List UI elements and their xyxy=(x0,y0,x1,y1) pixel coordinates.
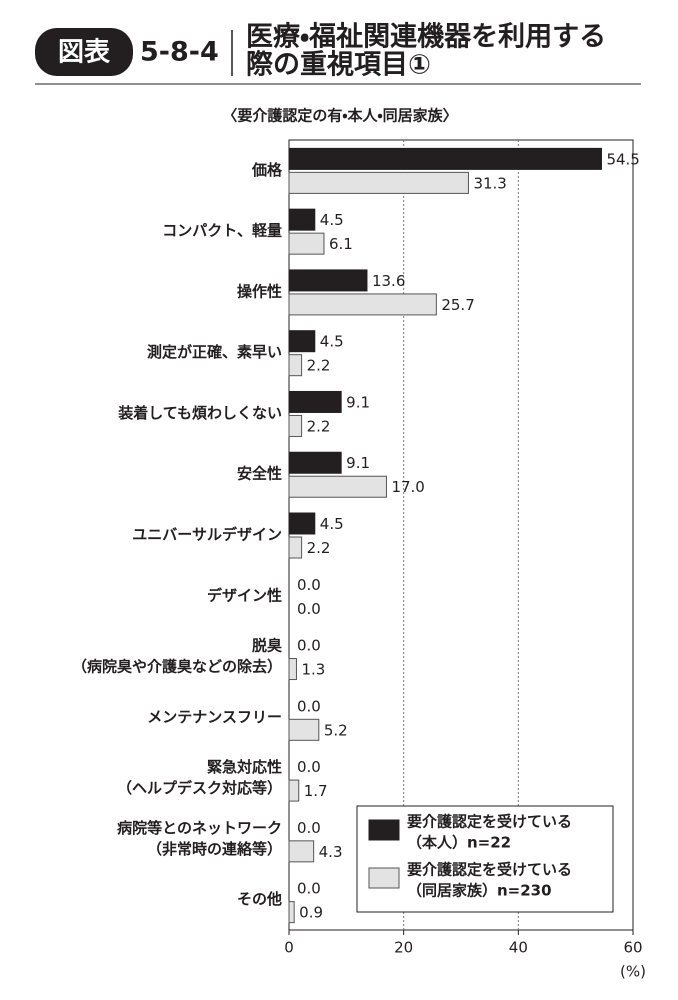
bar xyxy=(288,658,297,681)
value-label: 13.6 xyxy=(372,272,405,290)
x-tick-label: 20 xyxy=(394,939,413,957)
figure-label: 図表 xyxy=(58,38,111,68)
value-label: 2.2 xyxy=(307,417,331,435)
bar xyxy=(288,269,368,292)
category-label: （病院臭や介護臭などの除去） xyxy=(72,658,282,676)
bar xyxy=(288,390,342,413)
bar xyxy=(288,330,316,353)
value-label: 17.0 xyxy=(391,478,424,496)
bar xyxy=(288,779,300,802)
category-label: 病院等とのネットワーク xyxy=(117,819,282,837)
bar xyxy=(288,840,315,863)
bar xyxy=(288,293,437,316)
value-label: 0.0 xyxy=(297,880,321,898)
bar xyxy=(288,718,320,741)
category-label: 脱臭 xyxy=(252,637,283,655)
category-label: メンテナンスフリー xyxy=(147,708,282,726)
bar xyxy=(288,536,303,559)
bar xyxy=(288,901,295,924)
bar xyxy=(288,512,316,535)
legend-label: 要介護認定を受けている xyxy=(407,861,572,879)
value-label: 4.5 xyxy=(320,515,344,533)
category-label: （ヘルプデスク対応等） xyxy=(117,779,282,797)
plot-frame xyxy=(288,139,634,931)
value-label: 2.2 xyxy=(307,357,331,375)
category-label: 価格 xyxy=(251,161,283,179)
value-label: 2.2 xyxy=(307,539,331,557)
value-label: 6.1 xyxy=(329,235,353,253)
value-label: 0.0 xyxy=(297,600,321,618)
value-label: 0.0 xyxy=(297,637,321,655)
figure-number: 5-8-4 xyxy=(140,37,219,68)
category-label: ユニバーサルデザイン xyxy=(132,526,282,544)
value-label: 1.3 xyxy=(301,661,325,679)
bar xyxy=(288,354,303,377)
value-label: 25.7 xyxy=(441,296,474,314)
bar xyxy=(288,451,342,474)
category-label: 操作性 xyxy=(237,282,282,300)
value-label: 4.5 xyxy=(320,333,344,351)
category-label: 安全性 xyxy=(237,465,282,483)
category-label: 測定が正確、素早い xyxy=(147,343,282,361)
value-label: 0.9 xyxy=(299,904,323,922)
value-label: 5.2 xyxy=(324,721,348,739)
value-label: 54.5 xyxy=(606,150,639,168)
value-label: 0.0 xyxy=(297,576,321,594)
value-label: 9.1 xyxy=(346,393,370,411)
value-label: 4.5 xyxy=(320,211,344,229)
bar xyxy=(288,147,602,170)
category-label: 装着しても煩わしくない xyxy=(117,404,282,422)
x-tick-label: 40 xyxy=(509,939,528,957)
x-tick-label: 60 xyxy=(623,939,642,957)
value-label: 31.3 xyxy=(473,174,506,192)
legend-label: （本人）n=22 xyxy=(407,834,511,852)
legend-label: （同居家族）n=230 xyxy=(407,882,552,900)
badge xyxy=(35,28,133,76)
category-label: コンパクト、軽量 xyxy=(162,222,282,240)
legend-label: 要介護認定を受けている xyxy=(407,813,572,831)
value-label: 0.0 xyxy=(297,758,321,776)
subtitle: 〈要介護認定の有・本人・同居家族〉 xyxy=(222,107,457,125)
legend-box xyxy=(356,805,614,913)
value-label: 4.3 xyxy=(319,843,343,861)
bar xyxy=(288,232,325,255)
x-unit: (%) xyxy=(620,963,646,981)
category-label: （非常時の連絡等） xyxy=(147,840,282,858)
bar xyxy=(288,171,469,194)
value-label: 1.7 xyxy=(304,782,328,800)
bar xyxy=(288,208,316,231)
x-tick-label: 0 xyxy=(284,939,294,957)
legend-swatch xyxy=(368,867,400,889)
value-label: 9.1 xyxy=(346,454,370,472)
category-label: 緊急対応性 xyxy=(207,758,282,776)
category-label: その他 xyxy=(237,890,282,908)
value-label: 0.0 xyxy=(297,819,321,837)
chart-title: 際の重視項目① xyxy=(246,50,431,81)
value-label: 0.0 xyxy=(297,697,321,715)
bar xyxy=(288,414,303,437)
bar xyxy=(288,475,387,498)
category-label: デザイン性 xyxy=(207,586,282,604)
legend-swatch xyxy=(368,819,400,841)
chart-title: 医療・福祉関連機器を利用する xyxy=(246,22,606,53)
